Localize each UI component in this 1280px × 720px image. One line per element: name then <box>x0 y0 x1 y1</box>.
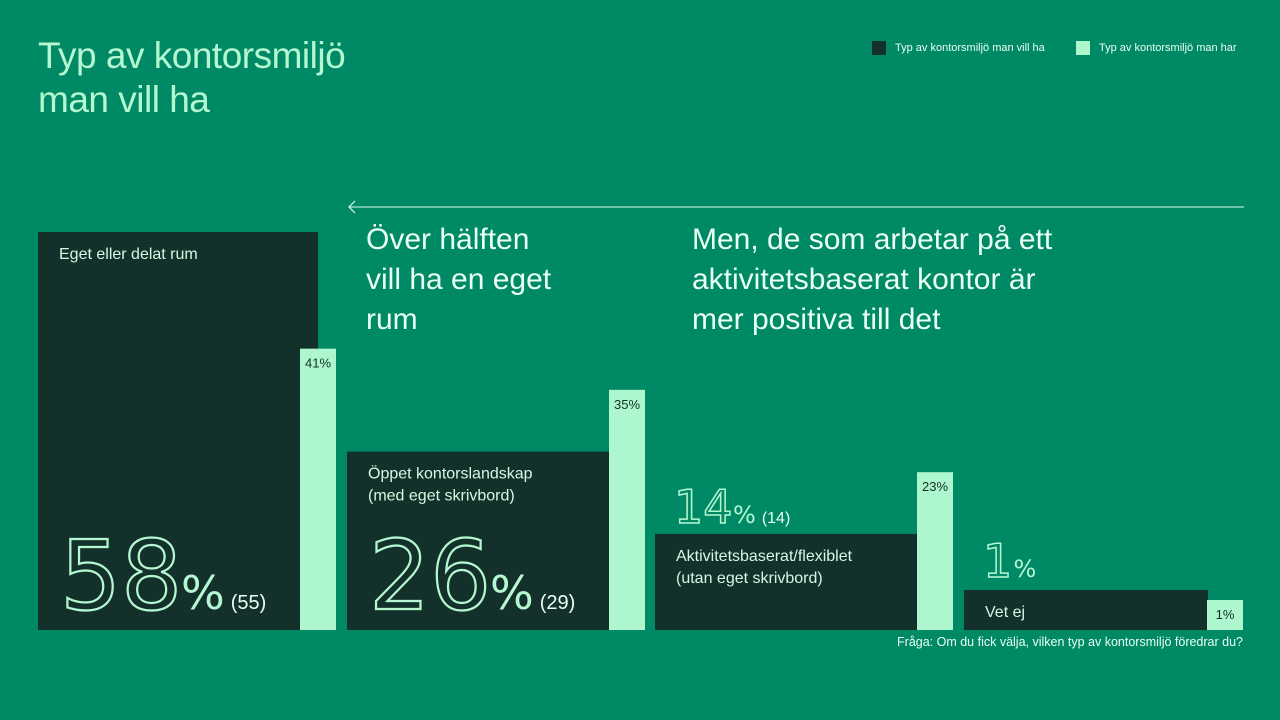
callout-left-line3: rum <box>366 303 418 336</box>
bar-want-2 <box>655 533 917 630</box>
legend-want: Typ av kontorsmiljö man vill ha <box>872 41 1045 55</box>
value-number-2: 14 <box>674 480 733 534</box>
bar-have-label-1: 35% <box>614 397 640 412</box>
value-percent-0: % <box>181 566 225 620</box>
bar-have-3 <box>1207 600 1243 630</box>
value-number-0: 58 <box>60 520 182 632</box>
bar-have-label-0: 41% <box>305 356 331 371</box>
category-label-1-0: Öppet kontorslandskap <box>368 465 533 483</box>
legend-want-swatch <box>872 41 886 55</box>
legend-have-label: Typ av kontorsmiljö man har <box>1099 42 1237 54</box>
value-percent-2: % <box>733 501 756 529</box>
arrow-head <box>348 200 356 214</box>
callout-left: Över hälften vill ha en eget rum <box>366 220 551 340</box>
bar-have-1 <box>609 389 645 630</box>
legend-have-swatch <box>1076 41 1090 55</box>
callout-right-line2: aktivitetsbaserat kontor är <box>692 263 1036 296</box>
category-label-2-0: Aktivitetsbaserat/flexiblet <box>676 548 853 565</box>
bar-have-0 <box>300 348 336 630</box>
callout-right-line1: Men, de som arbetar på ett <box>692 223 1053 256</box>
bar-have-label-2: 23% <box>922 479 948 494</box>
value-percent-1: % <box>490 566 534 620</box>
category-label-3-0: Vet ej <box>985 604 1025 621</box>
legend-have: Typ av kontorsmiljö man har <box>1076 41 1237 55</box>
bar-want-0 <box>38 232 318 630</box>
value-previous-1: (29) <box>540 592 576 614</box>
legend-want-label: Typ av kontorsmiljö man vill ha <box>895 42 1045 54</box>
chart-title: Typ av kontorsmiljö man vill ha <box>38 34 346 122</box>
category-label-1-1: (med eget skrivbord) <box>368 488 515 505</box>
callout-left-line1: Över hälften <box>366 223 530 256</box>
chart-title-line2: man vill ha <box>38 79 210 120</box>
callout-right: Men, de som arbetar på ett aktivitetsbas… <box>692 220 1052 340</box>
category-label-0-0: Eget eller delat rum <box>59 246 198 263</box>
bar-want-3 <box>964 590 1208 630</box>
value-number-1: 26 <box>369 520 491 632</box>
callout-left-line2: vill ha en eget <box>366 263 552 296</box>
question-text: Fråga: Om du fick välja, vilken typ av k… <box>897 635 1243 649</box>
category-label-2-1: (utan eget skrivbord) <box>676 570 823 587</box>
bar-have-2 <box>917 472 953 630</box>
chart-title-line1: Typ av kontorsmiljö <box>38 35 346 76</box>
value-percent-3: % <box>1014 555 1037 583</box>
callout-right-line3: mer positiva till det <box>692 303 941 336</box>
bar-want-1 <box>347 451 609 630</box>
value-previous-2: (14) <box>762 510 790 527</box>
bar-have-label-3: 1% <box>1216 607 1235 622</box>
value-previous-0: (55) <box>231 592 267 614</box>
value-number-3: 1 <box>983 534 1012 588</box>
